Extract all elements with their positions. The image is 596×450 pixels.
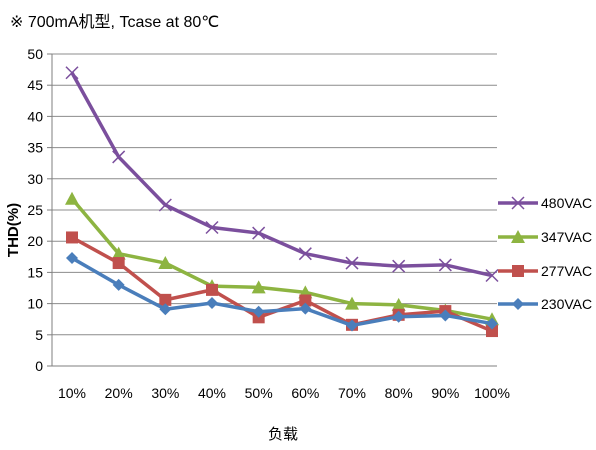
diamond-marker (486, 317, 498, 330)
series-line (70, 71, 493, 278)
square-marker (66, 231, 78, 244)
x-tick-label: 70% (338, 385, 366, 401)
series-480VAC (65, 66, 499, 283)
x-tick-label: 80% (385, 385, 413, 401)
legend: 480VAC 347VAC 277VAC 230VAC (498, 195, 592, 312)
y-tick-label: 20 (27, 233, 43, 249)
diamond-marker (112, 278, 125, 291)
y-axis-label: THD(%) (5, 203, 22, 257)
y-tick-label: 45 (27, 77, 43, 93)
y-tick-label: 0 (35, 358, 43, 374)
triangle-marker (111, 246, 126, 260)
x-marker (112, 150, 126, 164)
x-tick-label: 40% (198, 385, 226, 401)
diamond-marker (346, 319, 358, 332)
series-230VAC (66, 252, 498, 332)
x-tick-label: 50% (245, 385, 273, 401)
chart-title: ※ 700mA机型, Tcase at 80℃ (10, 14, 220, 31)
x-axis-label: 负载 (268, 425, 298, 443)
diamond-marker (392, 310, 405, 323)
diamond-marker (252, 305, 265, 318)
legend-label: 347VAC (541, 229, 592, 245)
diamond-marker (206, 296, 218, 309)
y-tick-label: 15 (27, 264, 43, 280)
legend-item: 480VAC (498, 195, 592, 211)
x-marker (392, 259, 406, 273)
legend-item: 230VAC (498, 296, 592, 312)
diamond-marker (439, 309, 452, 322)
triangle-marker (251, 280, 266, 294)
series-347VAC (65, 191, 499, 326)
x-marker (252, 226, 266, 240)
legend-label: 480VAC (541, 195, 592, 211)
y-tick-label: 35 (27, 140, 43, 156)
diamond-marker (66, 252, 78, 265)
diamond-marker (512, 298, 524, 310)
triangle-marker (345, 296, 359, 310)
series-line (70, 197, 493, 321)
legend-item: 347VAC (498, 229, 592, 245)
y-tick-label: 40 (27, 108, 43, 124)
square-marker (299, 294, 312, 307)
diamond-marker (159, 303, 172, 316)
x-marker (65, 66, 79, 80)
y-tick-label: 5 (35, 327, 43, 343)
square-marker (112, 257, 125, 270)
x-tick-label: 20% (105, 385, 133, 401)
y-tick-label: 50 (27, 46, 43, 62)
y-tick-label: 25 (27, 202, 43, 218)
series-277VAC (66, 231, 498, 338)
diamond-marker (299, 302, 312, 315)
triangle-marker (158, 256, 173, 270)
x-tick-label: 30% (151, 385, 179, 401)
triangle-marker (391, 297, 406, 311)
y-tick-label: 30 (27, 171, 43, 187)
triangle-marker (65, 191, 79, 205)
square-marker (486, 325, 498, 338)
x-marker (345, 256, 359, 270)
x-marker (205, 220, 219, 235)
square-marker (206, 283, 218, 296)
triangle-marker (511, 230, 525, 243)
x-marker (158, 198, 172, 212)
series-line (71, 256, 493, 328)
x-tick-label: 90% (431, 385, 459, 401)
x-tick-label: 100% (474, 385, 510, 401)
x-marker (298, 247, 312, 261)
x-marker (511, 196, 525, 210)
square-marker (512, 265, 524, 277)
axis-layer: 0 5 10 15 20 25 30 35 40 45 50 10% 20% 30% 40% 50% 60% 70… (27, 46, 509, 401)
x-marker (485, 268, 499, 283)
legend-label: 230VAC (541, 296, 592, 312)
x-marker (438, 258, 452, 272)
legend-label: 277VAC (541, 263, 592, 279)
legend-item: 277VAC (498, 263, 592, 279)
grid-layer (52, 53, 497, 367)
x-tick-label: 60% (291, 385, 319, 401)
square-marker (159, 293, 172, 306)
series-layer (65, 66, 499, 338)
y-tick-label: 10 (27, 296, 43, 312)
x-tick-label: 10% (58, 385, 86, 401)
